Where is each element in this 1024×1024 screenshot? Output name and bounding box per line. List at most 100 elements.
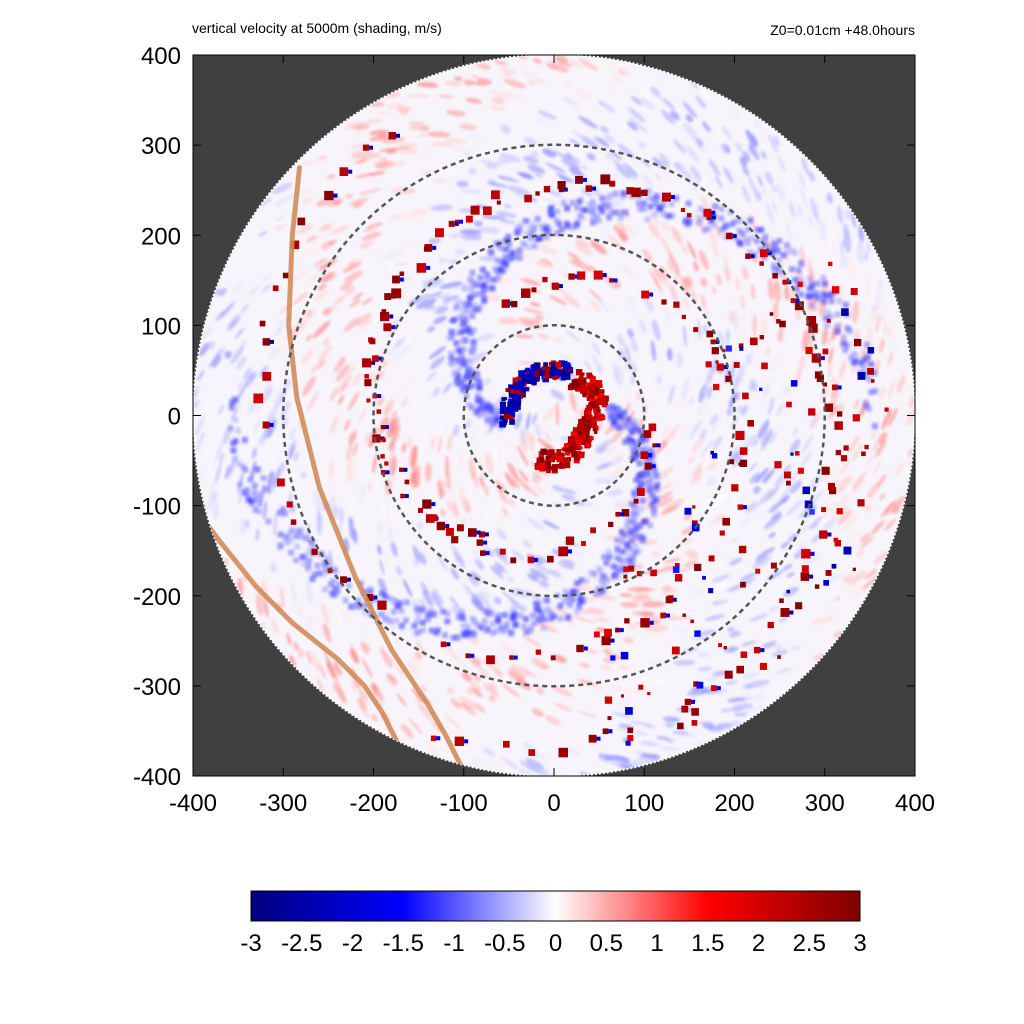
downdraft-cell [634,444,641,450]
downdraft-cell [414,618,421,625]
updraft-cell [259,320,266,327]
downdraft-cell [772,266,778,273]
texture-streak [740,295,745,309]
texture-streak [863,568,878,580]
texture-streak [198,470,206,482]
texture-streak [267,407,277,425]
texture-streak [602,56,618,69]
texture-streak [333,661,342,676]
texture-streak [592,354,603,376]
texture-streak [880,313,886,322]
texture-streak [890,329,896,341]
eyewall-updraft [573,457,580,464]
texture-streak [575,237,591,250]
downdraft-cell [636,533,642,540]
texture-streak [251,447,258,460]
downdraft-cell [602,583,609,589]
updraft-cell [724,670,733,679]
downdraft-cell [651,465,657,472]
downdraft-cell [653,485,660,492]
texture-streak [522,539,532,548]
texture-streak [775,291,780,304]
downdraft-cell [657,204,664,211]
updraft-cell [511,301,518,308]
updraft-cell [380,454,385,459]
downdraft-cell [776,257,783,264]
updraft-cell [821,507,827,513]
texture-streak [723,166,734,184]
downdraft-cell [511,611,518,618]
downdraft-cell [470,338,477,345]
texture-streak [328,444,335,459]
texture-streak [474,558,485,570]
texture-streak [543,621,561,631]
texture-streak [330,224,350,235]
downdraft-cell [628,438,635,445]
updraft-cell [558,187,564,193]
texture-streak [409,125,424,131]
texture-streak [683,122,698,140]
updraft-cell [362,358,372,368]
texture-streak [662,423,672,437]
downdraft-cell [821,280,828,287]
downdraft-cell [868,361,875,368]
texture-streak [198,342,210,357]
texture-streak [309,650,320,671]
texture-streak [487,451,492,462]
x-tick-label: -200 [349,790,397,817]
downdraft-cell [419,627,426,634]
updraft-cell [822,382,827,387]
texture-streak [234,327,245,339]
eyewall-downdraft [522,372,528,377]
downdraft-cell [614,564,621,571]
colorbar-tick-label: 3 [853,930,866,957]
downdraft-cell [743,236,750,243]
updraft-cell [388,132,396,140]
downdraft-cell [560,199,567,206]
texture-streak [686,690,705,696]
texture-streak [507,576,515,584]
texture-streak [483,747,496,757]
updraft-cell [435,228,444,238]
texture-streak [868,493,876,503]
texture-streak [392,344,411,361]
texture-streak [564,747,582,756]
texture-streak [719,143,727,152]
texture-streak [798,355,806,372]
downdraft-cell [465,357,472,364]
updraft-cell [648,423,657,432]
texture-streak [878,338,885,354]
texture-streak [682,277,691,287]
downdraft-cell [630,531,637,538]
eyewall-updraft [577,424,583,431]
downdraft-cell [355,603,362,610]
texture-streak [525,758,545,770]
texture-streak [549,295,568,306]
texture-streak [601,476,615,481]
updraft-cell [503,740,510,748]
texture-streak [312,320,331,339]
downdraft-cell [749,235,755,242]
updraft-cell [681,314,686,320]
downdraft-cell [637,506,644,513]
downdraft-cell [834,323,841,330]
texture-streak [736,405,741,414]
texture-streak [823,501,840,518]
texture-streak [697,651,712,658]
texture-streak [518,468,530,483]
downdraft-cell [334,588,341,595]
updraft-cell [640,618,650,628]
texture-streak [355,172,374,179]
texture-streak [695,96,707,109]
texture-streak [274,467,281,488]
texture-streak [479,460,486,482]
eyewall-updraft [594,430,598,434]
texture-streak [333,608,342,628]
eyewall-updraft [597,397,604,404]
texture-streak [875,440,886,457]
downdraft-cell [387,618,394,625]
texture-streak [630,337,639,353]
texture-streak [263,386,274,402]
updraft-cell [455,219,459,224]
updraft-cell [742,392,749,400]
